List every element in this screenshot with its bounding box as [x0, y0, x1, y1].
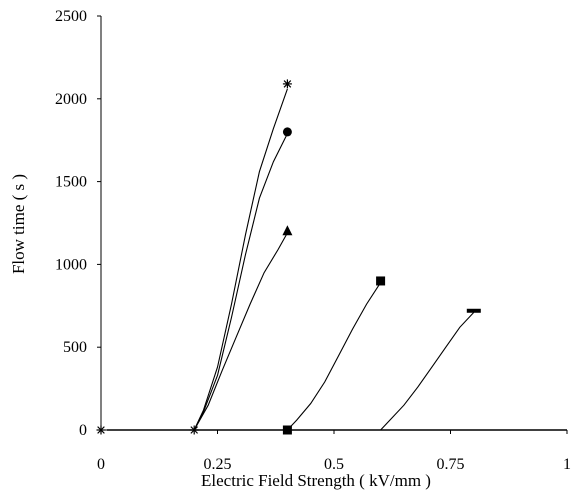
y-tick-label: 2000 — [55, 91, 87, 108]
marker-square — [376, 276, 386, 286]
marker-square — [282, 425, 292, 435]
series-line-square — [286, 282, 382, 431]
marker-triangle — [282, 225, 293, 236]
y-tick-label: 500 — [63, 339, 87, 356]
series-lines — [107, 88, 567, 431]
y-tick-label: 0 — [79, 422, 87, 439]
series-line-dash — [380, 312, 475, 431]
y-tick-label: 2500 — [55, 8, 87, 25]
y-axis-label: Flow time ( s ) — [9, 174, 28, 274]
marker-asterisk — [189, 425, 199, 435]
marker-circle — [282, 127, 292, 137]
marker-asterisk — [96, 425, 106, 435]
x-tick-label: 0 — [97, 456, 105, 473]
marker-dash — [466, 308, 481, 313]
y-tick-label: 1000 — [55, 256, 87, 273]
series-line-asterisk — [193, 88, 288, 431]
y-axis-ticks: 0 500 1000 1500 2000 2500 — [55, 8, 101, 439]
series-line-triangle — [193, 232, 288, 431]
x-tick-label: 0.75 — [437, 456, 465, 473]
x-axis-label: Electric Field Strength ( kV/mm ) — [201, 471, 431, 490]
x-tick-label: 0.25 — [204, 456, 232, 473]
marker-asterisk — [282, 79, 292, 89]
x-tick-label: 1 — [563, 456, 571, 473]
series-line-circle — [193, 133, 288, 431]
series-markers — [96, 79, 481, 435]
y-tick-label: 1500 — [55, 174, 87, 191]
x-tick-label: 0.5 — [324, 456, 344, 473]
x-axis-ticks: 0 0.25 0.5 0.75 1 — [97, 430, 571, 473]
